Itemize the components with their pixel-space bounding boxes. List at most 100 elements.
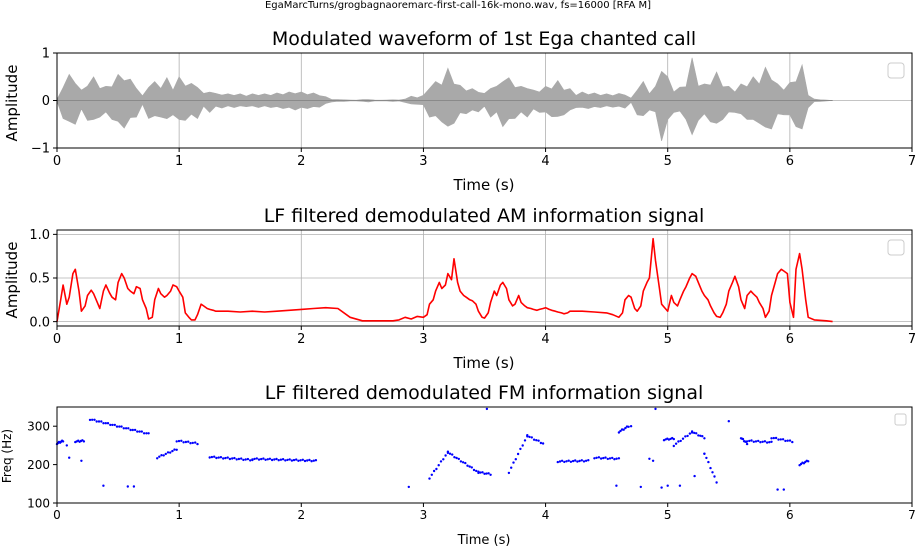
- subplot-3-point: [468, 465, 471, 468]
- subplot-3-point: [512, 461, 515, 464]
- subplot-3-point: [262, 457, 265, 460]
- subplot-2-series-line: [56, 237, 833, 323]
- subplot-3-point: [104, 422, 108, 425]
- subplot-1-waveform-area: [56, 57, 833, 141]
- subplot-3-point: [648, 457, 651, 460]
- subplot-3-point: [606, 457, 609, 461]
- subplot-3-xtick-label: 5: [664, 508, 672, 522]
- subplot-3-point: [571, 459, 575, 463]
- subplot-3-point: [684, 435, 687, 438]
- subplot-3-point: [246, 457, 250, 461]
- subplot-3-point: [765, 441, 769, 444]
- subplot-3-point: [560, 459, 564, 462]
- subplot-3-point: [686, 434, 689, 438]
- subplot-3-xtick-label: 4: [542, 508, 550, 522]
- subplot-3-point: [535, 439, 538, 442]
- subplot-3-point: [485, 407, 489, 411]
- subplot-3-point: [100, 420, 103, 423]
- subplot-3-point: [189, 442, 192, 445]
- subplot-3-point: [608, 457, 612, 460]
- subplot-2-xtick-label: 5: [664, 332, 672, 347]
- subplot-3-point: [290, 459, 294, 462]
- subplot-3-point: [672, 444, 675, 448]
- subplot-3-point: [784, 439, 787, 443]
- subplot-3-point: [448, 452, 452, 455]
- subplot-3-point: [483, 472, 486, 475]
- subplot-2-xtick-label: 3: [419, 332, 427, 347]
- subplot-1-marks: [56, 57, 833, 141]
- subplot-3-point: [510, 466, 513, 469]
- subplot-3-point: [451, 453, 454, 456]
- subplot-3-point: [306, 459, 309, 462]
- subplot-1-xtick-label: 5: [664, 154, 672, 169]
- subplot-3-point: [102, 484, 105, 487]
- subplot-3-point: [219, 456, 223, 459]
- subplot-3-point: [132, 485, 136, 488]
- subplot-3-point: [453, 456, 456, 459]
- subplot-3-axes: 0 1 2 3 4 5 6 7 100 200 300: [27, 406, 916, 522]
- subplot-3-point: [768, 441, 771, 444]
- subplot-3-point: [145, 432, 148, 435]
- subplot-3-point: [437, 464, 440, 467]
- subplot-3-point: [164, 452, 167, 456]
- subplot-3-point: [707, 460, 710, 464]
- subplot-3-xtick-label: 6: [786, 508, 794, 522]
- subplot-3-point: [156, 457, 159, 460]
- subplot-3-point: [563, 460, 566, 464]
- subplot-3-point: [120, 425, 123, 428]
- subplot-3-point: [175, 440, 178, 443]
- subplot-3-point: [275, 457, 278, 461]
- subplot-3-point: [109, 423, 112, 427]
- subplot-3-point: [485, 472, 488, 475]
- subplot-3-marks: [55, 407, 810, 491]
- subplot-3-point: [757, 439, 760, 443]
- subplot-1-xtick-label: 3: [419, 154, 427, 169]
- subplot-3-point: [699, 434, 702, 437]
- subplot-3-point: [122, 427, 126, 430]
- subplot-2-xtick-label: 7: [908, 332, 916, 347]
- subplot-3-point: [727, 420, 730, 423]
- subplot-1-ytick-label: 0: [42, 94, 50, 109]
- subplot-1-legend-box: [887, 62, 905, 79]
- subplot-3-point: [240, 457, 243, 460]
- subplot-3-point: [162, 454, 165, 457]
- subplot-3-point: [565, 460, 568, 463]
- subplot-3-point: [244, 458, 247, 461]
- subplot-3-point: [299, 459, 302, 462]
- subplot-3-point: [745, 440, 749, 443]
- subplot-3-point: [102, 422, 105, 425]
- subplot-3-point: [516, 452, 520, 456]
- subplot-3-point: [196, 442, 199, 446]
- subplot-3-point: [93, 418, 96, 421]
- subplot-3-point: [472, 468, 476, 472]
- subplot-3-point: [444, 454, 447, 457]
- subplot-2: LF filtered demodulated AM information s…: [3, 205, 916, 372]
- subplot-3-point: [597, 456, 601, 459]
- subplot-3-point: [279, 458, 283, 461]
- subplot-2-title: LF filtered demodulated AM information s…: [264, 205, 705, 227]
- subplot-3-point: [532, 438, 536, 441]
- subplot-3-point: [251, 458, 254, 461]
- subplot-3-point: [257, 458, 261, 461]
- subplot-3-point: [613, 458, 616, 461]
- subplot-3-point: [237, 457, 241, 461]
- subplot-3-point: [127, 427, 130, 430]
- subplot-3-point: [461, 461, 465, 464]
- subplot-3-point: [576, 460, 579, 463]
- subplot-3-point: [703, 452, 706, 455]
- subplot-3-point: [292, 458, 296, 462]
- subplot-3-point: [213, 455, 216, 458]
- subplot-3-point: [222, 457, 225, 460]
- subplot-3-point: [705, 456, 708, 460]
- subplot-3-point: [782, 488, 785, 491]
- subplot-3-point: [166, 451, 170, 454]
- subplot-3-point: [582, 460, 586, 463]
- subplot-3-point: [175, 448, 178, 451]
- subplot-3-point: [754, 440, 758, 443]
- subplot-3-point: [235, 458, 238, 461]
- subplot-2-axes: 0 1 2 3 4 5 6 7 0.0 0.5 1.0: [29, 228, 916, 347]
- subplot-3-point: [574, 459, 577, 462]
- subplot-3-point: [713, 475, 716, 478]
- subplot-3-point: [703, 437, 706, 440]
- subplot-3-point: [741, 437, 745, 441]
